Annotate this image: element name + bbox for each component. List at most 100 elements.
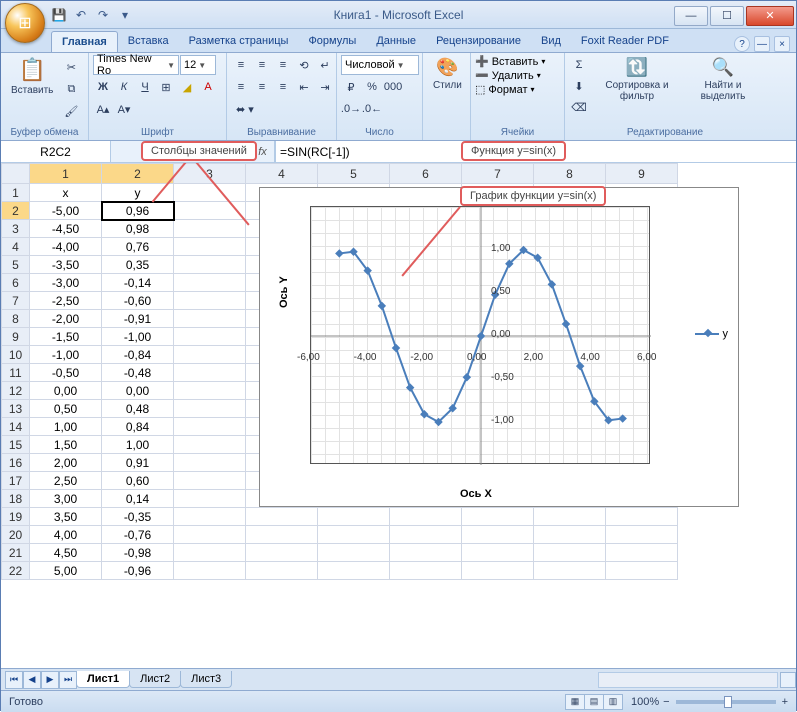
cell[interactable]: 0,98 xyxy=(102,220,174,238)
qat-dropdown-icon[interactable]: ▾ xyxy=(117,7,133,23)
help-icon[interactable]: ? xyxy=(734,36,750,52)
cell[interactable] xyxy=(462,544,534,562)
bold-button[interactable]: Ж xyxy=(93,77,113,97)
merge-button[interactable]: ⬌ ▾ xyxy=(231,99,259,119)
cell[interactable] xyxy=(462,562,534,580)
cell[interactable] xyxy=(174,454,246,472)
cell[interactable]: 0,84 xyxy=(102,418,174,436)
sheet-tab[interactable]: Лист1 xyxy=(76,671,130,688)
row-header[interactable]: 4 xyxy=(2,238,30,256)
row-header[interactable]: 13 xyxy=(2,400,30,418)
cell[interactable] xyxy=(174,184,246,202)
cell[interactable]: -1,00 xyxy=(102,328,174,346)
cut-icon[interactable]: ✂ xyxy=(61,57,81,77)
row-header[interactable]: 20 xyxy=(2,526,30,544)
increase-font-icon[interactable]: A▴ xyxy=(93,99,113,119)
row-header[interactable]: 15 xyxy=(2,436,30,454)
cell[interactable]: 0,14 xyxy=(102,490,174,508)
format-painter-icon[interactable]: 🖌 xyxy=(61,101,81,121)
cell[interactable]: -0,50 xyxy=(30,364,102,382)
increase-indent-icon[interactable]: ⇥ xyxy=(315,77,335,97)
ribbon-tab-3[interactable]: Формулы xyxy=(298,31,366,52)
autosum-icon[interactable]: Σ xyxy=(569,55,589,75)
cell[interactable] xyxy=(174,490,246,508)
row-header[interactable]: 10 xyxy=(2,346,30,364)
col-header[interactable]: 7 xyxy=(462,164,534,184)
paste-button[interactable]: 📋 Вставить xyxy=(5,55,59,98)
font-name-combo[interactable]: Times New Ro▼ xyxy=(93,55,179,75)
format-cells-button[interactable]: Формат xyxy=(488,84,527,96)
cell[interactable]: -4,00 xyxy=(30,238,102,256)
cell[interactable]: 4,00 xyxy=(30,526,102,544)
increase-decimal-icon[interactable]: .0→ xyxy=(341,99,361,119)
view-pagebreak-icon[interactable]: ▥ xyxy=(603,694,623,710)
number-format-combo[interactable]: Числовой▼ xyxy=(341,55,419,75)
align-left-icon[interactable]: ≡ xyxy=(231,77,251,97)
cell[interactable] xyxy=(318,508,390,526)
ribbon-tab-4[interactable]: Данные xyxy=(366,31,426,52)
cell[interactable]: -0,60 xyxy=(102,292,174,310)
sheet-nav-next-icon[interactable]: ▶ xyxy=(41,671,59,689)
row-header[interactable]: 16 xyxy=(2,454,30,472)
cell[interactable]: 0,48 xyxy=(102,400,174,418)
cell[interactable] xyxy=(606,526,678,544)
col-header[interactable]: 4 xyxy=(246,164,318,184)
cell[interactable] xyxy=(534,508,606,526)
cell[interactable]: -1,50 xyxy=(30,328,102,346)
ribbon-tab-0[interactable]: Главная xyxy=(51,31,118,52)
cell[interactable] xyxy=(390,526,462,544)
sheet-nav-last-icon[interactable]: ⏭ xyxy=(59,671,77,689)
ribbon-tab-1[interactable]: Вставка xyxy=(118,31,179,52)
insert-cells-button[interactable]: Вставить xyxy=(492,56,539,68)
underline-button[interactable]: Ч xyxy=(135,77,155,97)
cell[interactable] xyxy=(606,544,678,562)
row-header[interactable]: 12 xyxy=(2,382,30,400)
scroll-right-icon[interactable] xyxy=(780,672,796,688)
col-header[interactable]: 1 xyxy=(30,164,102,184)
align-right-icon[interactable]: ≡ xyxy=(273,77,293,97)
cell[interactable] xyxy=(174,310,246,328)
cell[interactable]: -0,96 xyxy=(102,562,174,580)
orientation-icon[interactable]: ⟲ xyxy=(294,55,314,75)
cell[interactable]: -0,91 xyxy=(102,310,174,328)
row-header[interactable]: 17 xyxy=(2,472,30,490)
zoom-in-icon[interactable]: + xyxy=(782,696,788,708)
percent-icon[interactable]: % xyxy=(362,77,382,97)
cell[interactable] xyxy=(174,562,246,580)
copy-icon[interactable]: ⧉ xyxy=(61,79,81,99)
sheet-tab[interactable]: Лист3 xyxy=(180,671,232,688)
sheet-nav-first-icon[interactable]: ⏮ xyxy=(5,671,23,689)
cell[interactable] xyxy=(534,562,606,580)
cell[interactable] xyxy=(174,418,246,436)
cell[interactable]: -2,50 xyxy=(30,292,102,310)
cell[interactable]: 0,50 xyxy=(30,400,102,418)
cell[interactable] xyxy=(462,508,534,526)
currency-icon[interactable]: ₽ xyxy=(341,77,361,97)
cell[interactable] xyxy=(174,382,246,400)
ribbon-tab-2[interactable]: Разметка страницы xyxy=(179,31,299,52)
cell[interactable] xyxy=(174,544,246,562)
ribbon-tab-5[interactable]: Рецензирование xyxy=(426,31,531,52)
row-header[interactable]: 11 xyxy=(2,364,30,382)
cell[interactable] xyxy=(174,346,246,364)
view-layout-icon[interactable]: ▤ xyxy=(584,694,604,710)
cell[interactable]: 2,50 xyxy=(30,472,102,490)
cell[interactable]: -0,76 xyxy=(102,526,174,544)
cell[interactable] xyxy=(174,328,246,346)
cell[interactable] xyxy=(390,544,462,562)
cell[interactable] xyxy=(174,274,246,292)
cell[interactable]: 2,00 xyxy=(30,454,102,472)
cell[interactable] xyxy=(390,508,462,526)
cell[interactable]: -5,00 xyxy=(30,202,102,220)
decrease-decimal-icon[interactable]: .0← xyxy=(362,99,382,119)
cell[interactable] xyxy=(606,562,678,580)
ribbon-close-icon[interactable]: × xyxy=(774,36,790,52)
row-header[interactable]: 3 xyxy=(2,220,30,238)
row-header[interactable]: 1 xyxy=(2,184,30,202)
zoom-out-icon[interactable]: − xyxy=(663,696,669,708)
ribbon-tab-6[interactable]: Вид xyxy=(531,31,571,52)
cell[interactable]: -3,50 xyxy=(30,256,102,274)
cell[interactable] xyxy=(174,292,246,310)
cell[interactable] xyxy=(174,400,246,418)
col-header[interactable]: 9 xyxy=(606,164,678,184)
